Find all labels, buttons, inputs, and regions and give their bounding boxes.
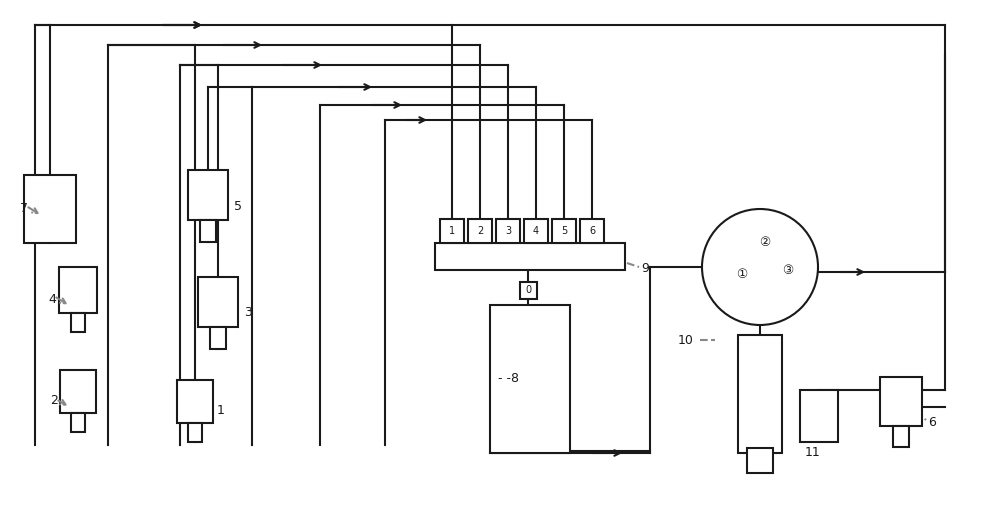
Bar	[71, 414, 85, 432]
Text: 1: 1	[449, 226, 455, 236]
Bar	[59, 267, 97, 313]
Bar	[524, 219, 548, 243]
Text: ③: ③	[782, 264, 794, 277]
Text: 9: 9	[641, 263, 649, 276]
Bar	[200, 220, 216, 242]
Circle shape	[702, 209, 818, 325]
Bar	[188, 423, 202, 442]
Text: ①: ①	[736, 269, 748, 281]
Bar	[496, 219, 520, 243]
Text: 4: 4	[48, 293, 56, 306]
Text: 4: 4	[533, 226, 539, 236]
Text: 3: 3	[244, 307, 252, 320]
Bar	[490, 305, 570, 453]
Bar	[177, 380, 213, 423]
Bar	[71, 313, 85, 332]
Bar	[800, 390, 838, 442]
Text: 1: 1	[217, 405, 225, 418]
Bar	[738, 335, 782, 453]
Bar	[188, 170, 228, 220]
Text: 11: 11	[805, 445, 821, 459]
Text: 6: 6	[928, 416, 936, 429]
Text: 5: 5	[234, 199, 242, 213]
Bar	[580, 219, 604, 243]
Bar	[60, 370, 96, 414]
Bar	[24, 175, 76, 243]
Bar	[747, 448, 773, 473]
Bar	[198, 277, 238, 327]
Text: 2: 2	[477, 226, 483, 236]
Bar	[435, 243, 625, 270]
Text: 5: 5	[561, 226, 567, 236]
Text: 0: 0	[525, 285, 531, 295]
Text: - -8: - -8	[498, 373, 519, 385]
Text: 6: 6	[589, 226, 595, 236]
Bar	[440, 219, 464, 243]
Text: 10: 10	[678, 333, 694, 346]
Bar	[552, 219, 576, 243]
Text: 2: 2	[50, 394, 58, 408]
Bar	[520, 281, 536, 298]
Bar	[468, 219, 492, 243]
Bar	[880, 377, 922, 426]
Text: 7: 7	[20, 203, 28, 216]
Bar	[210, 327, 226, 349]
Text: 3: 3	[505, 226, 511, 236]
Bar	[893, 426, 909, 447]
Text: ②: ②	[759, 235, 771, 248]
